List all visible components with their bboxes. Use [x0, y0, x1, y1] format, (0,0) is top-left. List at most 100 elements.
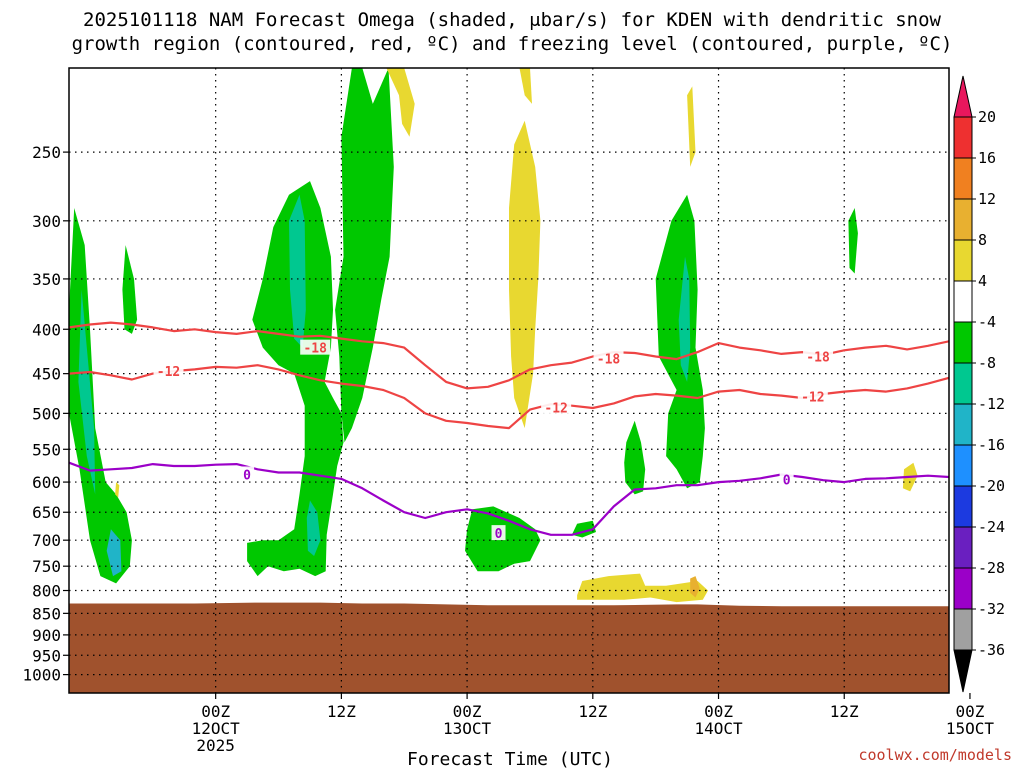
contour-label-6: 0: [243, 468, 251, 483]
contour-label-bg-2: [803, 348, 834, 364]
colorbar-label-1: 16: [978, 149, 996, 167]
contour-label-2: -18: [806, 351, 830, 366]
colorbar-box-1: [953, 116, 973, 159]
colorbar-box-5: [953, 280, 973, 323]
colorbar-box-10: [953, 485, 973, 528]
y-tick-label-900: 900: [32, 626, 61, 645]
omega-region-7: [335, 68, 394, 443]
grid-layer: [69, 68, 949, 693]
contour-line-2: [69, 461, 949, 536]
plot-frame: [68, 67, 950, 694]
colorbar-box-12: [953, 567, 973, 610]
x-axis-title: Forecast Time (UTC): [407, 749, 613, 768]
y-tick-label-950: 950: [32, 646, 61, 665]
y-axis: 250 300 350 400 450 500 550 600 650 700 750 800 850 9…: [22, 143, 69, 685]
colorbar-label-3: 8: [978, 231, 987, 249]
omega-region-4: [247, 181, 344, 577]
credit-text: coolwx.com/models: [858, 746, 1012, 764]
y-tick-label-400: 400: [32, 320, 61, 339]
contour-label-bg-0: [300, 339, 331, 355]
x-tick-label-78-0: 00Z: [955, 702, 984, 721]
omega-region-18: [509, 120, 541, 429]
colorbar-label-6: -8: [978, 354, 996, 372]
colorbar-label-7: -12: [978, 395, 1005, 413]
contour-label-0: -18: [303, 342, 327, 357]
y-tick-label-800: 800: [32, 582, 61, 601]
colorbar-box-4: [953, 239, 973, 282]
y-tick-label-750: 750: [32, 557, 61, 576]
colorbar-label-5: -4: [978, 313, 996, 331]
colorbar-box-13: [953, 608, 973, 651]
contour-label-bg-8: [779, 471, 794, 487]
omega-region-16: [386, 68, 415, 137]
omega-region-19: [687, 86, 696, 167]
colorbar-box-11: [953, 526, 973, 569]
x-tick-label-30-0: 00Z: [453, 702, 482, 721]
contour-label-bg-6: [240, 466, 255, 482]
contour-label-bg-7: [491, 525, 506, 541]
y-tick-label-650: 650: [32, 503, 61, 522]
y-tick-label-250: 250: [32, 143, 61, 162]
y-tick-label-1000: 1000: [22, 666, 61, 685]
omega-region-0: [69, 208, 132, 584]
contour-label-1: -18: [597, 352, 621, 367]
y-tick-label-500: 500: [32, 404, 61, 423]
colorbar-label-11: -28: [978, 559, 1005, 577]
contour-label-bg-4: [541, 399, 572, 415]
x-tick-label-6-1: 12OCT: [192, 719, 241, 738]
omega-region-6: [306, 500, 321, 556]
colorbar-label-8: -16: [978, 436, 1005, 454]
colorbar-label-9: -20: [978, 477, 1005, 495]
contour-label-3: -12: [157, 365, 180, 380]
colorbar-label-10: -24: [978, 518, 1005, 536]
omega-region-12: [624, 420, 646, 495]
contour-label-4: -12: [544, 401, 567, 416]
colorbar-bottom-arrow: [953, 649, 973, 693]
y-tick-label-850: 850: [32, 604, 61, 623]
omega-region-21: [577, 573, 708, 603]
colorbar-label-13: -36: [978, 641, 1005, 659]
y-tick-label-700: 700: [32, 531, 61, 550]
contour-layer: -18 -18 -18 -12 -12 -12 0 0 0: [69, 321, 949, 542]
omega-region-17: [519, 68, 532, 104]
underground-layer: [69, 602, 949, 693]
x-tick-label-78-1: 15OCT: [946, 719, 995, 738]
omega-region-20: [115, 482, 120, 498]
x-tick-label-6-0: 00Z: [201, 702, 230, 721]
contour-label-bg-5: [797, 388, 828, 404]
colorbar-box-3: [953, 198, 973, 241]
x-tick-label-18-0: 12Z: [327, 702, 356, 721]
colorbar-label-0: 20: [978, 108, 996, 126]
x-tick-label-54-1: 14OCT: [694, 719, 743, 738]
omega-region-5: [289, 194, 306, 348]
chart-title-line2: growth region (contoured, red, ºC) and f…: [72, 33, 953, 55]
contour-label-8: 0: [783, 474, 791, 489]
omega-region-1: [78, 289, 96, 495]
colorbar-label-4: 4: [978, 272, 987, 290]
omega-region-2: [106, 529, 122, 577]
contour-label-bg-3: [153, 363, 184, 379]
colorbar-box-8: [953, 403, 973, 446]
contour-label-bg-1: [593, 350, 624, 366]
x-tick-label-54-0: 00Z: [704, 702, 733, 721]
colorbar-box-7: [953, 362, 973, 405]
colorbar-label-12: -32: [978, 600, 1005, 618]
omega-region-11: [678, 256, 691, 382]
omega-region-3: [122, 245, 138, 334]
x-tick-label-42-0: 12Z: [578, 702, 607, 721]
y-tick-label-350: 350: [32, 270, 61, 289]
contour-label-5: -12: [801, 390, 824, 405]
chart-title-line1: 2025101118 NAM Forecast Omega (shaded, μ…: [83, 9, 941, 31]
y-tick-label-450: 450: [32, 365, 61, 384]
colorbar-box-9: [953, 444, 973, 487]
colorbar-label-2: 12: [978, 190, 996, 208]
underground-area: [69, 602, 949, 693]
contour-label-7: 0: [495, 527, 503, 542]
colorbar-box-6: [953, 321, 973, 364]
x-tick-label-66-0: 12Z: [830, 702, 859, 721]
x-tick-label-30-1: 13OCT: [443, 719, 492, 738]
x-tick-label-6-2: 2025: [196, 736, 235, 755]
